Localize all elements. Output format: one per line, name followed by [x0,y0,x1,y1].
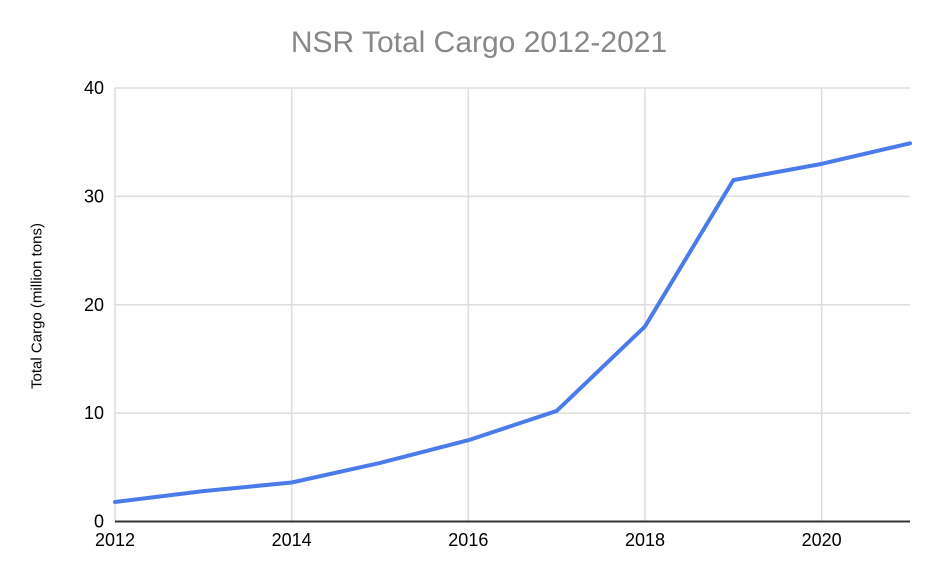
y-tick-label: 10 [84,403,104,423]
x-tick-label: 2020 [802,530,842,550]
x-tick-label: 2016 [448,530,488,550]
y-tick-label: 30 [84,186,104,206]
y-tick-label: 20 [84,295,104,315]
chart-title: NSR Total Cargo 2012-2021 [290,26,668,59]
x-tick-label: 2018 [625,530,665,550]
x-tick-label: 2012 [95,530,135,550]
y-tick-label: 40 [84,78,104,98]
cargo-line-series [113,141,912,504]
x-tick-label: 2014 [272,530,312,550]
y-tick-label: 0 [94,512,104,532]
